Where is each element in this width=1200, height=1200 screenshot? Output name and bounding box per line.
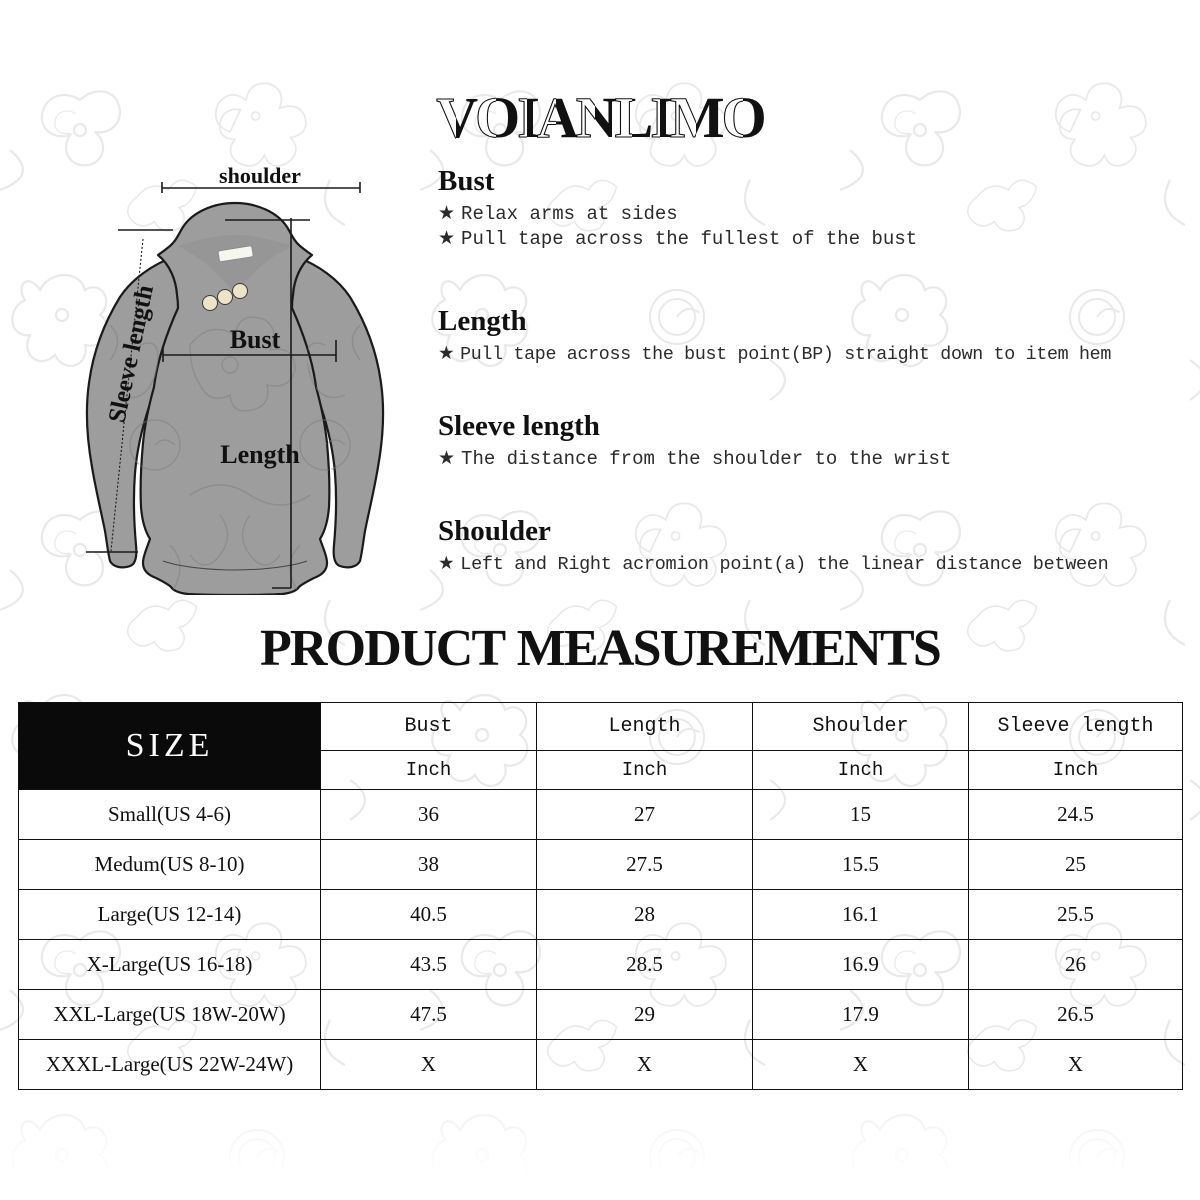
svg-text:Length: Length (220, 440, 300, 469)
svg-text:shoulder: shoulder (219, 163, 301, 188)
svg-text:Bust: Bust (230, 325, 281, 354)
